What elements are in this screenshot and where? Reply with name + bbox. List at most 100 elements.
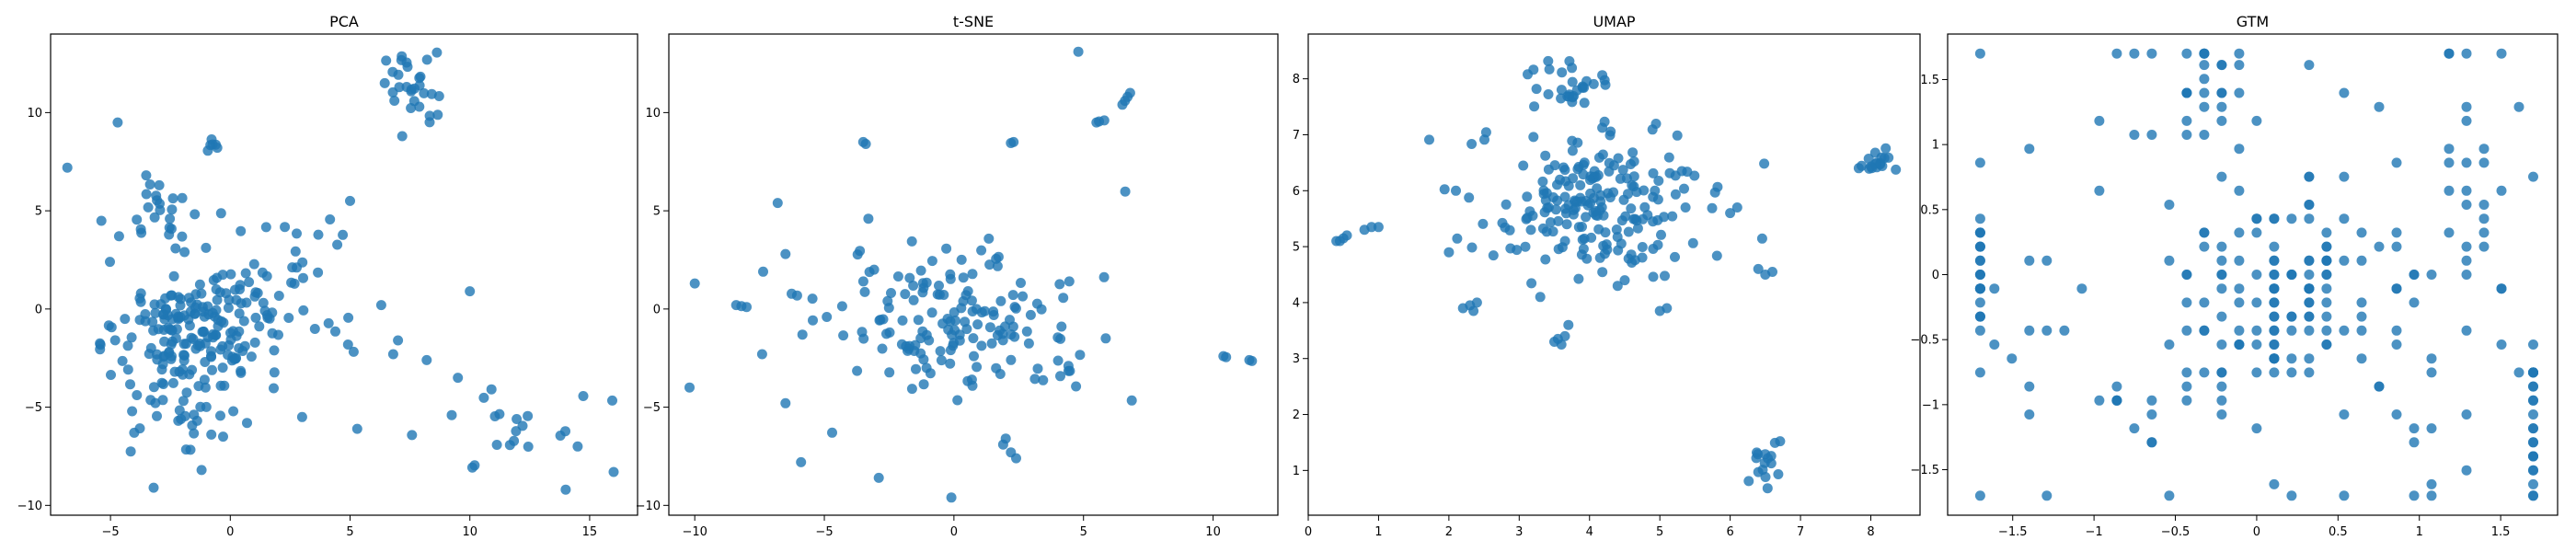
tsne-point [986,338,997,349]
pca-point [225,269,236,280]
umap-point [1763,453,1773,464]
umap-point [1543,89,1554,99]
gtm-point [2199,60,2210,71]
umap-point [1466,242,1478,253]
umap-point [1612,281,1623,292]
pca-point [273,291,284,301]
pca-point [236,225,247,236]
gtm-point [2269,297,2280,308]
tsne-point [971,304,982,315]
gtm-point [2269,241,2280,252]
gtm-point [2181,48,2192,59]
tsne-point [915,348,926,359]
gtm-point [2234,87,2245,98]
tsne-point [836,301,847,312]
gtm-point [2199,367,2210,378]
gtm-point [2199,101,2210,112]
gtm-point [1974,255,1985,266]
umap-point [1687,237,1698,248]
pca-point [269,345,280,356]
gtm-point [2111,395,2122,406]
umap-point [1773,469,1784,479]
pca-point [260,222,271,233]
pca-xtick-label: −5 [102,525,120,539]
umap-point [1597,149,1608,160]
gtm-point [1974,297,1985,308]
gtm-point [2216,339,2227,350]
tsne-point [1094,116,1105,127]
tsne-point [808,315,818,326]
umap-point [1628,171,1639,182]
pca-point [200,382,211,393]
umap-point [1600,227,1611,238]
umap-point [1518,160,1529,171]
gtm-point [2129,48,2140,59]
gtm-xtick-label: −0.5 [2161,525,2191,539]
pca-point [254,321,265,332]
gtm-xtick-label: 0 [2253,525,2260,539]
umap-point [1540,254,1551,265]
gtm-point [2496,185,2507,196]
tsne-point [1029,374,1041,385]
gtm-point [2391,283,2402,294]
tsne-point [908,294,919,305]
gtm-point [2461,255,2472,266]
pca-point [234,308,245,319]
gtm-point [2111,48,2122,59]
pca-point [325,214,336,224]
tsne-ytick-label: 5 [653,205,661,219]
umap-point [1543,55,1554,66]
gtm-points [1974,48,2538,501]
gtm-point [2304,325,2315,336]
umap-point [1631,215,1642,226]
gtm-point [2059,325,2070,336]
pca-point [572,441,583,452]
umap-point [1443,247,1455,258]
umap-point [1553,215,1564,226]
tsne-point [995,295,1006,306]
tsne-xtick-label: 5 [1080,525,1087,539]
gtm-point [2444,144,2455,155]
gtm-ytick-label: 0 [1932,269,1939,282]
tsne-point [780,397,791,408]
tsne-point [807,293,818,305]
pca-point [389,96,400,106]
pca-point [560,484,571,495]
tsne-xtick-label: −10 [682,525,707,539]
umap-xtick-label: 7 [1797,525,1804,539]
gtm-point [1974,490,1985,501]
pca-point [342,339,353,350]
pca-point [190,302,201,313]
pca-point [511,426,522,437]
umap-point [1466,139,1478,149]
umap-xtick-label: 4 [1586,525,1593,539]
pca-point [174,405,185,416]
umap-point [1611,224,1622,235]
umap-ytick-label: 5 [1293,241,1300,255]
pca-point [486,384,497,395]
gtm-point [2339,213,2350,224]
gtm-point [2478,200,2490,210]
gtm-point [2286,213,2297,224]
pca-point [504,440,515,451]
pca-point [144,179,155,190]
tsne-point [941,243,952,254]
umap-point [1501,199,1512,210]
tsne-point [780,248,791,259]
umap-point [1769,437,1780,448]
tsne-point [935,346,946,357]
gtm-point [2339,255,2350,266]
pca-point [181,387,192,398]
tsne-point [983,233,995,244]
pca-point [348,346,359,357]
tsne-axes-frame [668,33,1279,516]
umap-title: UMAP [1593,13,1635,30]
gtm-point [2251,115,2262,126]
tsne-point [873,472,884,483]
gtm-point [2356,325,2367,336]
umap-xtick-label: 1 [1374,525,1382,539]
umap-point [1670,189,1681,200]
gtm-point [2321,241,2332,252]
pca-point [330,326,340,337]
gtm-point [2234,185,2245,196]
